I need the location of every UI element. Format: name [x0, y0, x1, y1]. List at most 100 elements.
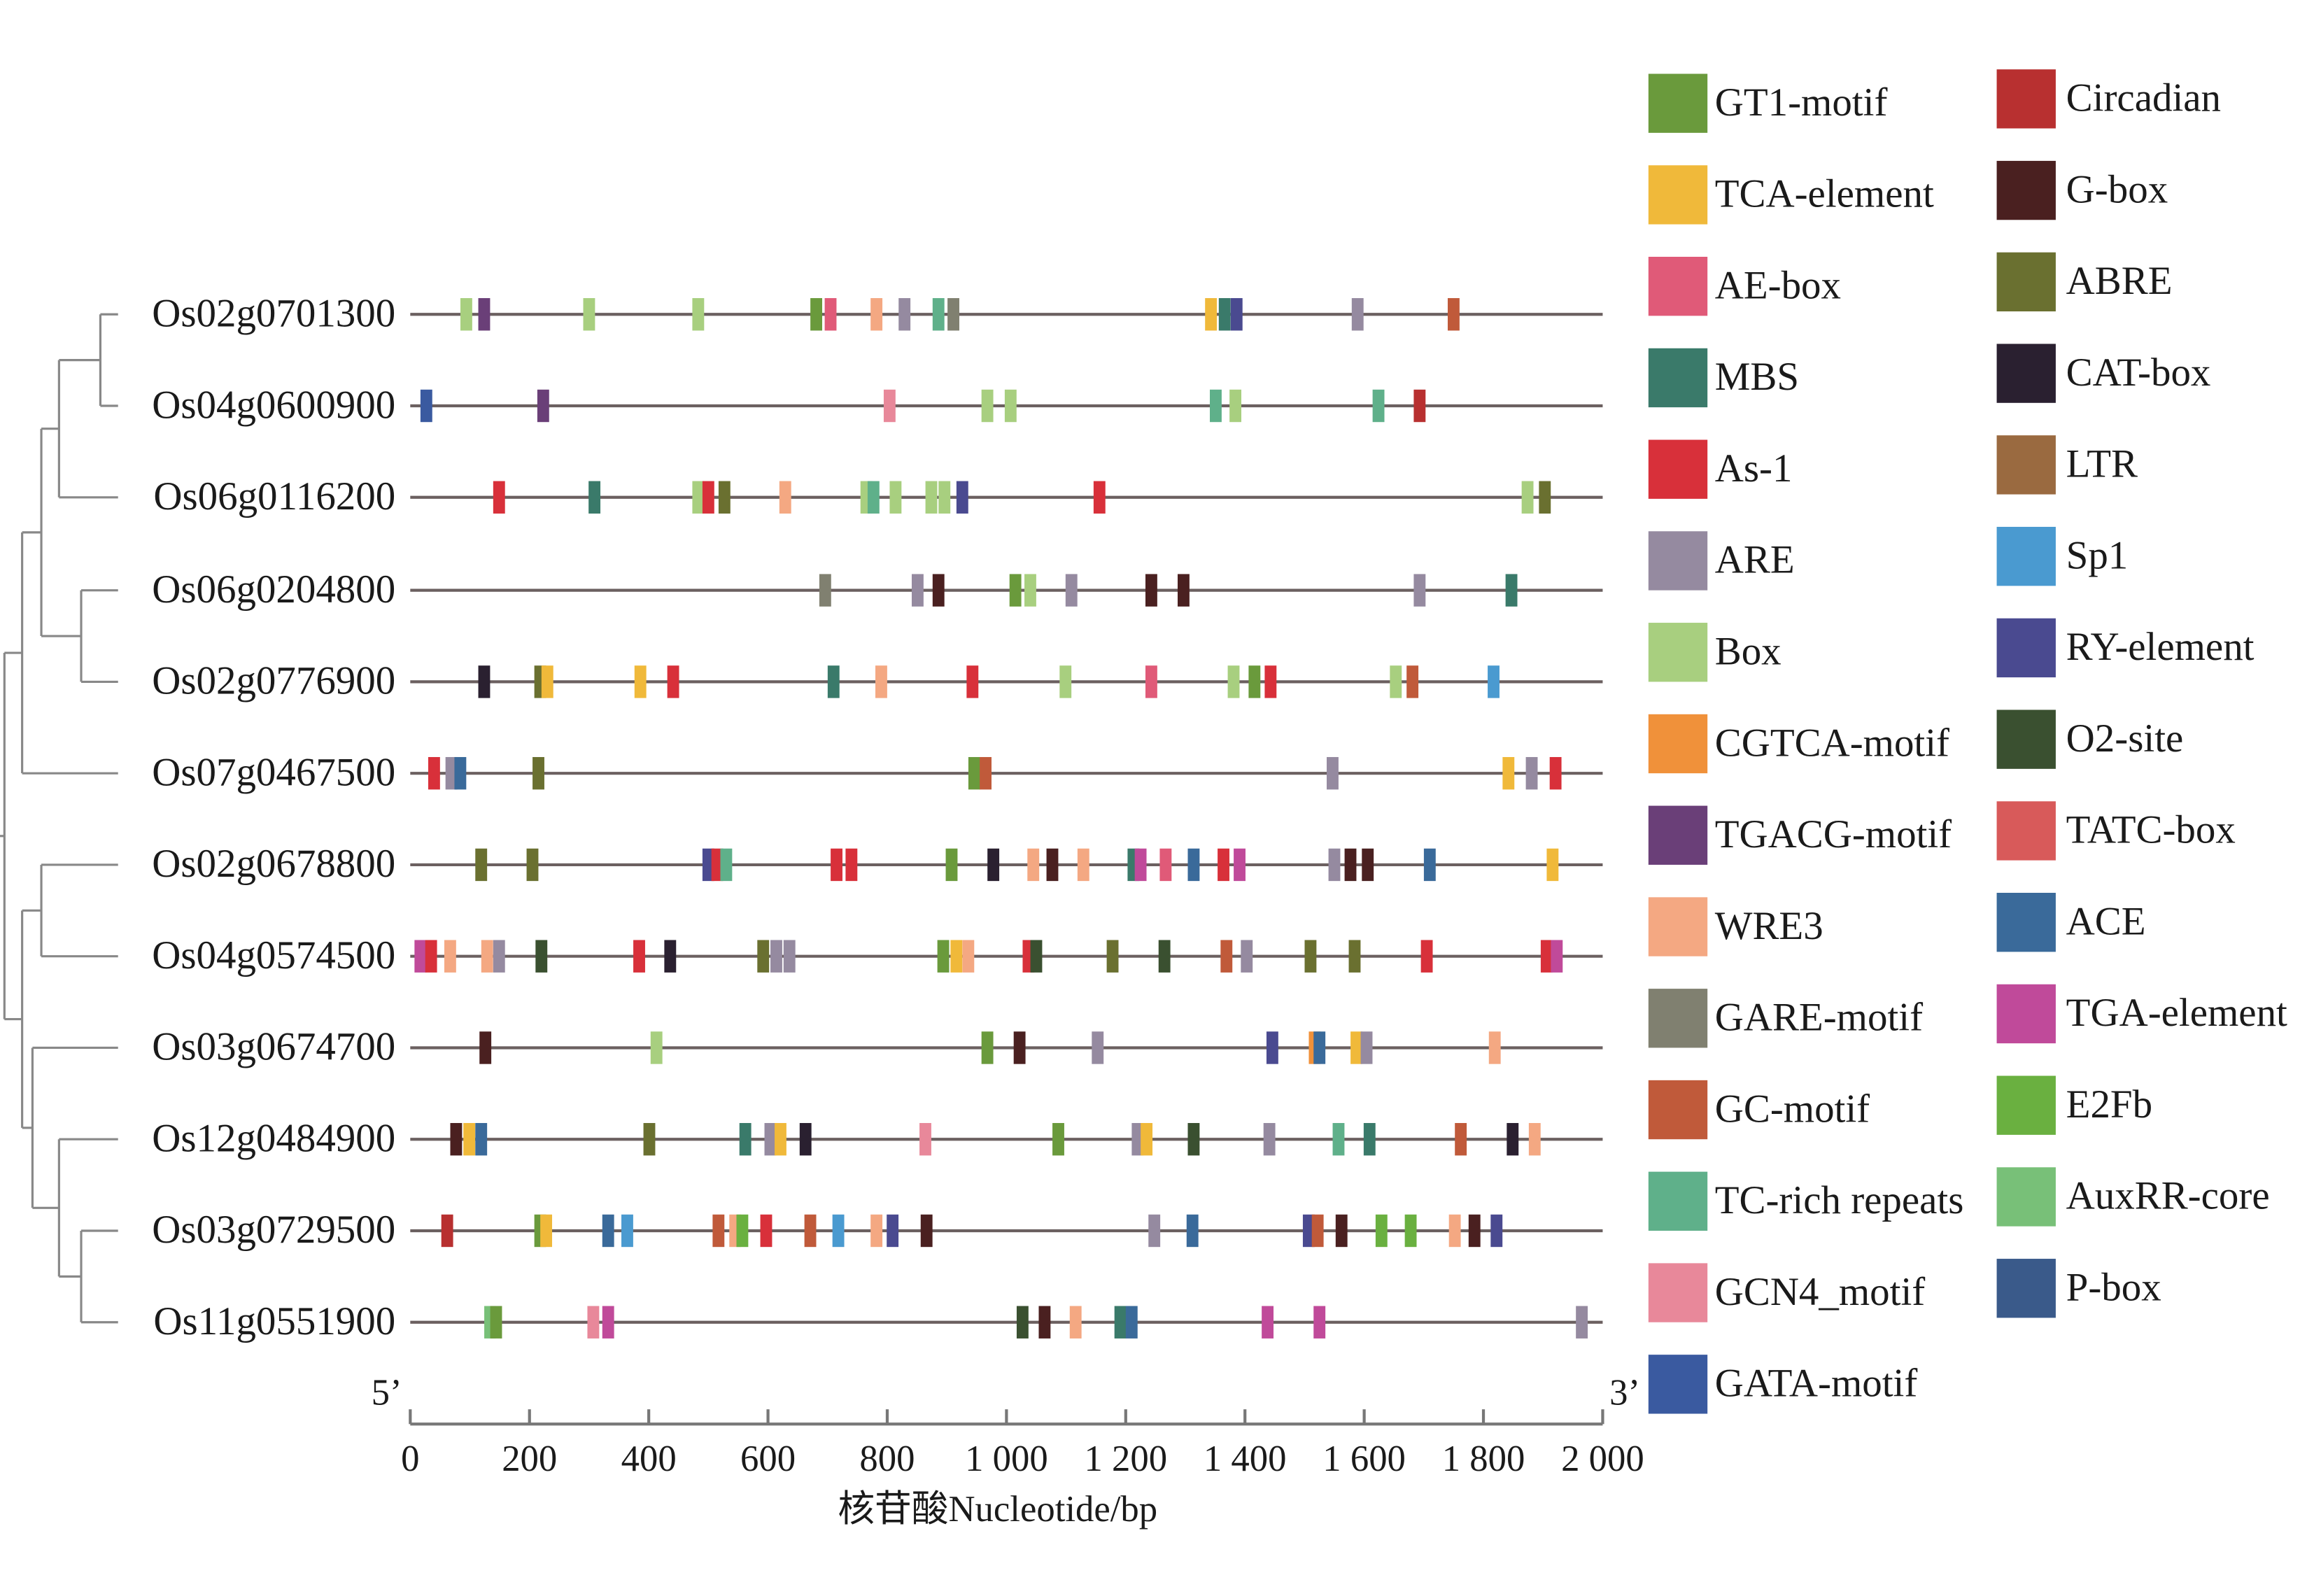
legend-swatch — [1648, 1355, 1708, 1414]
legend-label: TGA-element — [2066, 991, 2287, 1035]
element-mark — [441, 1214, 453, 1248]
gene-label: Os06g0204800 — [152, 567, 395, 612]
element-mark — [824, 298, 837, 331]
element-mark — [1187, 848, 1200, 882]
element-mark — [1263, 1123, 1276, 1156]
element-mark — [1220, 940, 1233, 973]
element-mark — [845, 848, 858, 882]
element-mark — [537, 389, 549, 423]
element-mark — [541, 665, 553, 698]
legend-swatch — [1996, 69, 2056, 129]
element-mark — [720, 848, 733, 882]
element-mark — [1065, 574, 1078, 607]
element-mark — [414, 940, 427, 973]
legend-swatch — [1648, 165, 1708, 225]
element-mark — [420, 389, 432, 423]
element-mark — [1013, 1031, 1026, 1064]
element-mark — [425, 940, 437, 973]
legend-swatch — [1996, 526, 2056, 586]
gene-label: Os03g0674700 — [152, 1025, 395, 1069]
element-mark — [1521, 481, 1534, 514]
x-tick-label: 1 800 — [1442, 1439, 1525, 1479]
element-mark — [867, 481, 880, 514]
element-mark — [1490, 1214, 1503, 1248]
legend-swatch — [1648, 623, 1708, 682]
gene-label: Os06g0116200 — [153, 474, 395, 518]
element-mark — [1549, 756, 1562, 790]
element-mark — [1539, 481, 1551, 514]
element-mark — [450, 1123, 463, 1156]
element-mark — [947, 298, 959, 331]
element-mark — [920, 1214, 933, 1248]
element-mark — [602, 1214, 614, 1248]
element-mark — [692, 481, 705, 514]
element-mark — [1488, 665, 1500, 698]
element-mark — [475, 848, 488, 882]
dendrogram — [0, 313, 118, 1324]
element-mark — [588, 481, 601, 514]
element-mark — [650, 1031, 663, 1064]
legend-label: Sp1 — [2066, 533, 2129, 577]
element-mark — [932, 574, 945, 607]
element-mark — [1363, 1123, 1376, 1156]
x-tick-label: 200 — [502, 1439, 557, 1479]
element-mark — [937, 940, 950, 973]
element-mark — [1302, 1214, 1315, 1248]
legend-swatch — [1996, 160, 2056, 220]
element-mark — [1262, 1306, 1274, 1339]
legend-label: WRE3 — [1715, 904, 1823, 948]
element-mark — [1178, 574, 1190, 607]
element-mark — [493, 481, 505, 514]
element-mark — [832, 1214, 845, 1248]
legend-label: GATA-motif — [1715, 1362, 1918, 1406]
element-mark — [783, 940, 796, 973]
element-mark — [490, 1306, 502, 1339]
element-mark — [736, 1214, 749, 1248]
element-mark — [1528, 1123, 1541, 1156]
element-mark — [1205, 298, 1218, 331]
x-tick-label: 1 600 — [1322, 1439, 1406, 1479]
element-mark — [633, 940, 645, 973]
element-mark — [1350, 1031, 1362, 1064]
element-mark — [1488, 1031, 1501, 1064]
element-mark — [1227, 665, 1240, 698]
element-mark — [875, 665, 887, 698]
legend-swatch — [1996, 984, 2056, 1044]
element-mark — [478, 665, 491, 698]
element-mark — [1218, 848, 1229, 882]
x-tick-label: 0 — [401, 1439, 419, 1479]
element-mark — [712, 1214, 725, 1248]
element-mark — [1187, 1123, 1200, 1156]
element-mark — [1241, 940, 1253, 973]
element-mark — [981, 1031, 994, 1064]
element-mark — [1351, 298, 1364, 331]
legend-label: RY-element — [2066, 625, 2255, 669]
element-mark — [702, 481, 714, 514]
element-mark — [911, 574, 924, 607]
legend-label: CAT-box — [2066, 351, 2211, 395]
legend-swatch — [1996, 893, 2056, 952]
element-mark — [1077, 848, 1089, 882]
gene-label: Os12g0484900 — [152, 1116, 395, 1160]
element-mark — [1092, 1031, 1104, 1064]
element-mark — [945, 848, 958, 882]
element-mark — [1004, 389, 1017, 423]
element-mark — [898, 298, 911, 331]
legend-label: TC-rich repeats — [1715, 1178, 1964, 1222]
element-mark — [1158, 940, 1171, 973]
element-mark — [643, 1123, 656, 1156]
element-mark — [1148, 1214, 1161, 1248]
element-mark — [1413, 389, 1426, 423]
element-mark — [1186, 1214, 1199, 1248]
element-mark — [764, 1123, 777, 1156]
legend-swatch — [1996, 618, 2056, 678]
x-tick-label: 1 200 — [1084, 1439, 1167, 1479]
legend-swatch — [1996, 252, 2056, 312]
legend-swatch — [1996, 435, 2056, 495]
legend-label: G-box — [2066, 167, 2168, 211]
element-mark — [887, 1214, 899, 1248]
element-mark — [980, 756, 992, 790]
legend-swatch — [1996, 709, 2056, 769]
legend-swatch — [1648, 805, 1708, 865]
